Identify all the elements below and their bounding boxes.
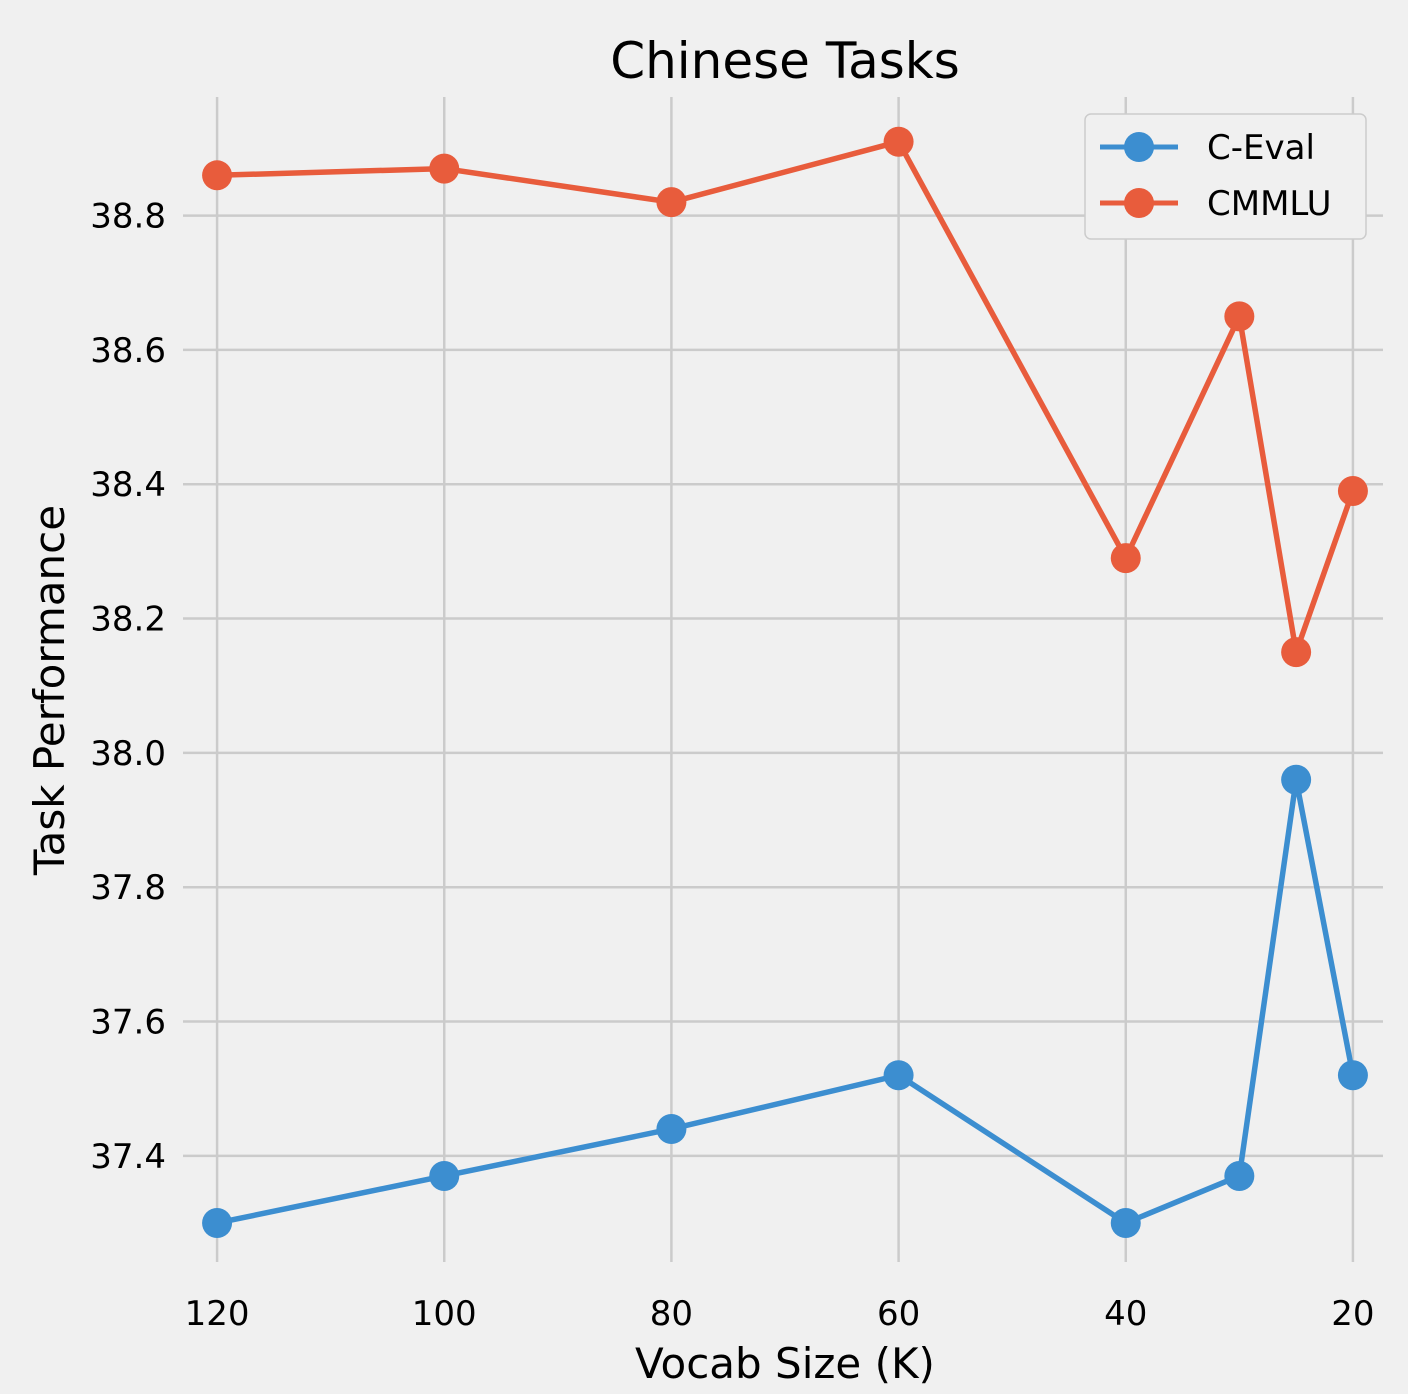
grid: [183, 97, 1383, 1262]
data-point-c-eval: [883, 1060, 914, 1091]
y-tick-label: 38.4: [90, 465, 166, 505]
x-tick-label: 80: [650, 1294, 693, 1334]
data-point-c-eval: [1110, 1207, 1141, 1238]
legend-label-cmmlu: CMMLU: [1207, 184, 1332, 224]
legend: C-Eval CMMLU: [1084, 113, 1367, 240]
x-tick-labels: 120 100 80 60 40 20: [185, 1294, 1375, 1334]
y-tick-label: 38.2: [90, 600, 166, 640]
y-axis-label: Task Performance: [25, 505, 74, 876]
data-point-cmmlu: [1224, 301, 1255, 332]
data-point-cmmlu: [1281, 637, 1312, 668]
series-line-cmmlu: [216, 138, 1356, 655]
data-point-cmmlu: [883, 126, 914, 157]
x-tick-label: 100: [412, 1294, 477, 1334]
legend-label-c-eval: C-Eval: [1207, 128, 1315, 168]
data-point-c-eval: [429, 1160, 460, 1191]
data-point-c-eval: [202, 1207, 233, 1238]
x-tick-label: 40: [1104, 1294, 1147, 1334]
data-point-cmmlu: [1110, 543, 1141, 574]
y-tick-label: 38.0: [90, 734, 166, 774]
data-point-c-eval: [1281, 764, 1312, 795]
data-point-c-eval: [1224, 1160, 1255, 1191]
series-group: [202, 126, 1368, 1238]
y-tick-label: 38.8: [90, 197, 166, 237]
data-point-c-eval: [1337, 1060, 1368, 1091]
data-point-cmmlu: [656, 187, 687, 218]
x-tick-label: 60: [877, 1294, 920, 1334]
y-tick-label: 37.4: [90, 1137, 166, 1177]
data-point-cmmlu: [202, 160, 233, 191]
x-axis-label: Vocab Size (K): [635, 1339, 935, 1388]
y-tick-labels: 37.4 37.6 37.8 38.0 38.2 38.4 38.6 38.8: [90, 197, 166, 1177]
y-tick-label: 37.8: [90, 868, 166, 908]
chart-title: Chinese Tasks: [610, 32, 960, 90]
legend-marker-cmmlu: [1124, 188, 1154, 218]
x-tick-label: 120: [185, 1294, 250, 1334]
y-tick-label: 38.6: [90, 331, 166, 371]
x-tick-label: 20: [1331, 1294, 1374, 1334]
data-point-cmmlu: [429, 153, 460, 184]
legend-marker-c-eval: [1124, 132, 1154, 162]
data-point-c-eval: [656, 1113, 687, 1144]
series-line-c-eval: [216, 776, 1356, 1226]
y-tick-label: 37.6: [90, 1003, 166, 1043]
data-point-cmmlu: [1337, 475, 1368, 506]
